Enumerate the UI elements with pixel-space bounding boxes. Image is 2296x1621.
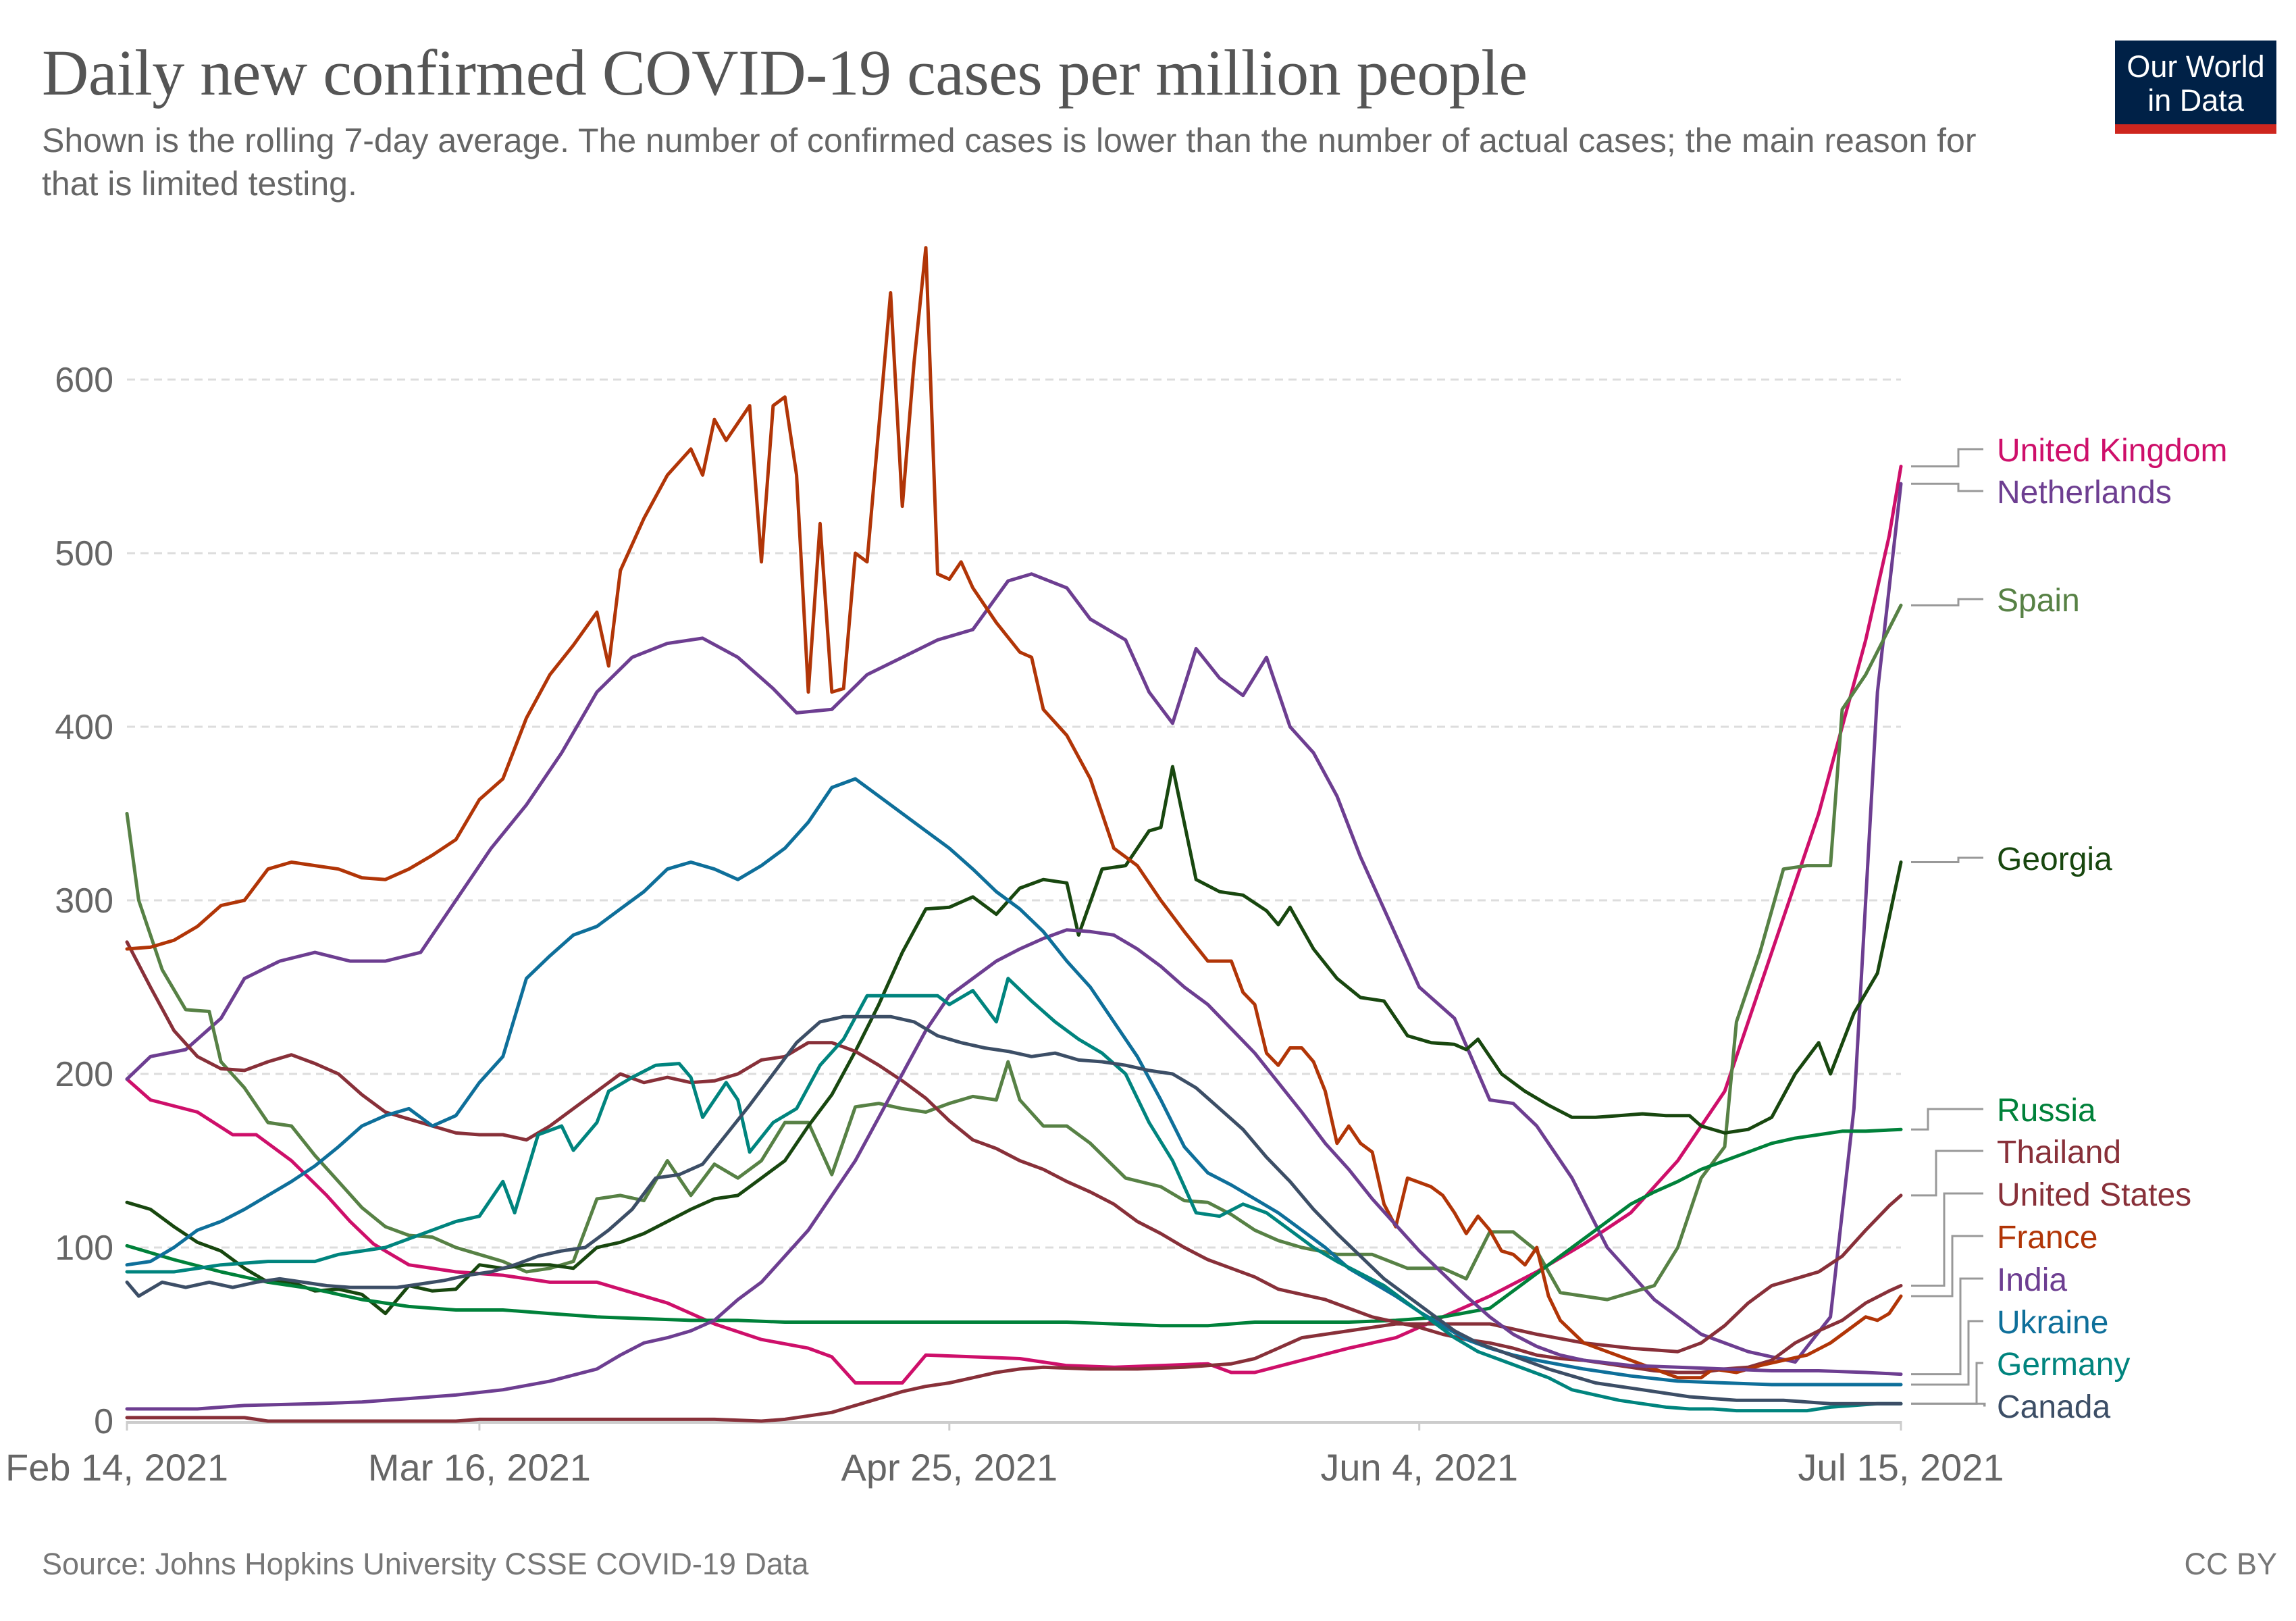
x-tick-label: Mar 16, 2021: [368, 1446, 591, 1489]
series-label[interactable]: Russia: [1997, 1093, 2096, 1129]
x-tick-label: Apr 25, 2021: [841, 1446, 1058, 1489]
x-tick-label: Feb 14, 2021: [5, 1446, 228, 1489]
series-lines: [125, 246, 1903, 1423]
logo-line-2: in Data: [2147, 83, 2244, 118]
y-tick-label: 200: [55, 1055, 113, 1094]
owid-logo[interactable]: Our World in Data: [2115, 41, 2276, 134]
series-label[interactable]: Canada: [1997, 1389, 2110, 1425]
series-line-thailand[interactable]: [125, 1193, 1903, 1423]
label-connector: [1911, 1235, 1983, 1297]
series-line-russia[interactable]: [125, 1127, 1903, 1328]
logo-line-1: Our World: [2127, 49, 2265, 84]
series-label[interactable]: Germany: [1997, 1347, 2130, 1383]
label-connector: [1911, 598, 1983, 607]
series-label[interactable]: Ukraine: [1997, 1305, 2108, 1341]
series-line-georgia[interactable]: [125, 765, 1903, 1316]
y-tick-label: 400: [55, 708, 113, 747]
label-connector: [1911, 482, 1983, 492]
label-connector: [1911, 448, 1983, 467]
y-tick-label: 0: [94, 1402, 113, 1441]
logo-accent-bar: [2115, 124, 2276, 134]
x-tick-label: Jun 4, 2021: [1320, 1446, 1518, 1489]
series-label[interactable]: France: [1997, 1220, 2097, 1256]
chart-title: Daily new confirmed COVID-19 cases per m…: [42, 36, 1528, 109]
x-tick-label: Jul 15, 2021: [1798, 1446, 2004, 1489]
label-connector: [1911, 1362, 1983, 1405]
series-line-united-states[interactable]: [125, 940, 1903, 1374]
label-connector: [1911, 1402, 1986, 1407]
series-label[interactable]: United Kingdom: [1997, 433, 2228, 469]
label-connector: [1911, 856, 1983, 863]
y-tick-label: 600: [55, 361, 113, 400]
chart-subtitle: Shown is the rolling 7-day average. The …: [42, 122, 1977, 203]
series-labels: United Kingdom Netherlands Spain Georgia Rus…: [1911, 433, 2228, 1425]
series-label[interactable]: United States: [1997, 1177, 2191, 1213]
license-link[interactable]: CC BY: [2184, 1547, 2277, 1581]
series-line-france[interactable]: [125, 246, 1903, 1380]
gridlines: [127, 378, 1901, 1249]
series-line-germany[interactable]: [125, 977, 1903, 1413]
series-line-ukraine[interactable]: [125, 777, 1903, 1387]
series-label[interactable]: Georgia: [1997, 842, 2112, 877]
label-connector: [1911, 1277, 1983, 1376]
y-tick-label: 300: [55, 881, 113, 921]
series-label[interactable]: Thailand: [1997, 1135, 2121, 1170]
series-label[interactable]: India: [1997, 1262, 2067, 1298]
series-line-spain[interactable]: [125, 603, 1903, 1302]
label-connector: [1911, 1320, 1983, 1386]
label-connector: [1911, 1192, 1983, 1287]
series-line-canada[interactable]: [125, 1014, 1903, 1406]
y-axis-tick-labels: 0 100 200 300 400 500 600: [55, 361, 113, 1441]
series-label[interactable]: Netherlands: [1997, 475, 2172, 511]
y-tick-label: 500: [55, 534, 113, 573]
series-line-india[interactable]: [125, 928, 1903, 1411]
series-label[interactable]: Spain: [1997, 583, 2080, 619]
label-connector: [1911, 1108, 1983, 1131]
label-connector: [1911, 1150, 1983, 1197]
x-axis: Feb 14, 2021 Mar 16, 2021 Apr 25, 2021 Jun …: [5, 1421, 2004, 1489]
source-note: Source: Johns Hopkins University CSSE CO…: [42, 1547, 809, 1581]
series-line-netherlands[interactable]: [125, 482, 1903, 1364]
y-tick-label: 100: [55, 1229, 113, 1268]
